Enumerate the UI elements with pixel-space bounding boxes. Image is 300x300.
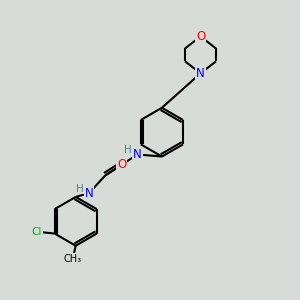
Text: O: O: [196, 30, 205, 43]
Text: Cl: Cl: [32, 227, 42, 237]
Text: N: N: [196, 67, 205, 80]
Text: CH₃: CH₃: [64, 254, 82, 264]
Text: N: N: [133, 148, 142, 161]
Text: H: H: [76, 184, 83, 194]
Text: H: H: [124, 145, 132, 155]
Text: H: H: [134, 149, 141, 160]
Text: O: O: [117, 158, 126, 171]
Text: N: N: [85, 187, 93, 200]
